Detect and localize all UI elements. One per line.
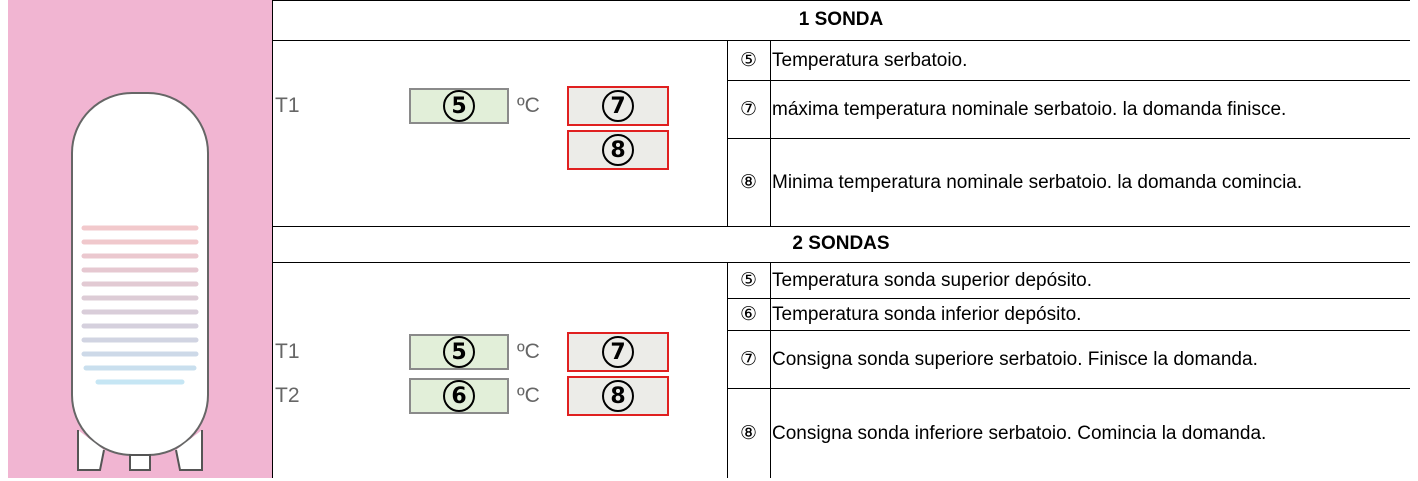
rule [272, 0, 273, 478]
description-text: Temperatura serbatoio. [772, 49, 968, 71]
rule [727, 262, 728, 478]
unit: ºC [517, 340, 540, 363]
setpoint-box: 7 [567, 332, 669, 372]
marker: ⑦ [739, 98, 758, 120]
description-text: Temperatura sonda inferior depósito. [772, 303, 1082, 325]
description-text: Consigna sonda superiore serbatoio. Fini… [772, 348, 1258, 370]
section-title: 1 SONDA [798, 9, 884, 30]
rule [272, 40, 1410, 41]
reading-number: 6 [443, 380, 475, 412]
rule [770, 262, 771, 478]
unit: ºC [517, 384, 540, 407]
marker: ⑧ [739, 422, 758, 444]
setpoint-number: 7 [602, 90, 634, 122]
setpoint-number: 8 [602, 134, 634, 166]
setpoint-box: 7 [567, 86, 669, 126]
setpoint-number: 7 [602, 336, 634, 368]
description: Temperatura serbatoio. [772, 40, 1408, 80]
reading-box: 5 [409, 88, 509, 124]
setpoint-box: 8 [567, 376, 669, 416]
description: Consigna sonda inferiore serbatoio. Comi… [772, 388, 1408, 478]
marker: ⑤ [739, 49, 758, 71]
marker: ⑧ [739, 171, 758, 193]
rule [727, 330, 1410, 331]
reading-number: 5 [443, 90, 475, 122]
rule [727, 40, 728, 226]
reading-box: 6 [409, 378, 509, 414]
description: máxima temperatura nominale serbatoio. l… [772, 80, 1408, 138]
description-text: Consigna sonda inferiore serbatoio. Comi… [772, 422, 1267, 444]
rule [727, 298, 1410, 299]
description: Minima temperatura nominale serbatoio. l… [772, 138, 1408, 226]
rule [727, 138, 1410, 139]
probe-label: T2 [275, 384, 300, 407]
description-text: Minima temperatura nominale serbatoio. l… [772, 171, 1303, 193]
marker: ⑦ [739, 348, 758, 370]
description: Temperatura sonda superior depósito. [772, 262, 1408, 298]
description-text: máxima temperatura nominale serbatoio. l… [772, 98, 1287, 120]
setpoint-box: 8 [567, 130, 669, 170]
rule [770, 40, 771, 226]
description-text: Temperatura sonda superior depósito. [772, 269, 1093, 291]
setpoint-number: 8 [602, 380, 634, 412]
rule [272, 262, 1410, 263]
description: Temperatura sonda inferior depósito. [772, 298, 1408, 330]
unit: ºC [517, 94, 540, 117]
description: Consigna sonda superiore serbatoio. Fini… [772, 330, 1408, 388]
reading-number: 5 [443, 336, 475, 368]
rule [727, 80, 1410, 81]
probe-label: T1 [275, 94, 300, 117]
marker: ⑤ [739, 269, 758, 291]
reading-box: 5 [409, 334, 509, 370]
rule [272, 226, 1410, 227]
rule [272, 0, 1410, 1]
section-title: 2 SONDAS [792, 233, 890, 254]
rule [727, 388, 1410, 389]
probe-label: T1 [275, 340, 300, 363]
marker: ⑥ [739, 303, 758, 325]
tank-illustration [71, 92, 209, 471]
